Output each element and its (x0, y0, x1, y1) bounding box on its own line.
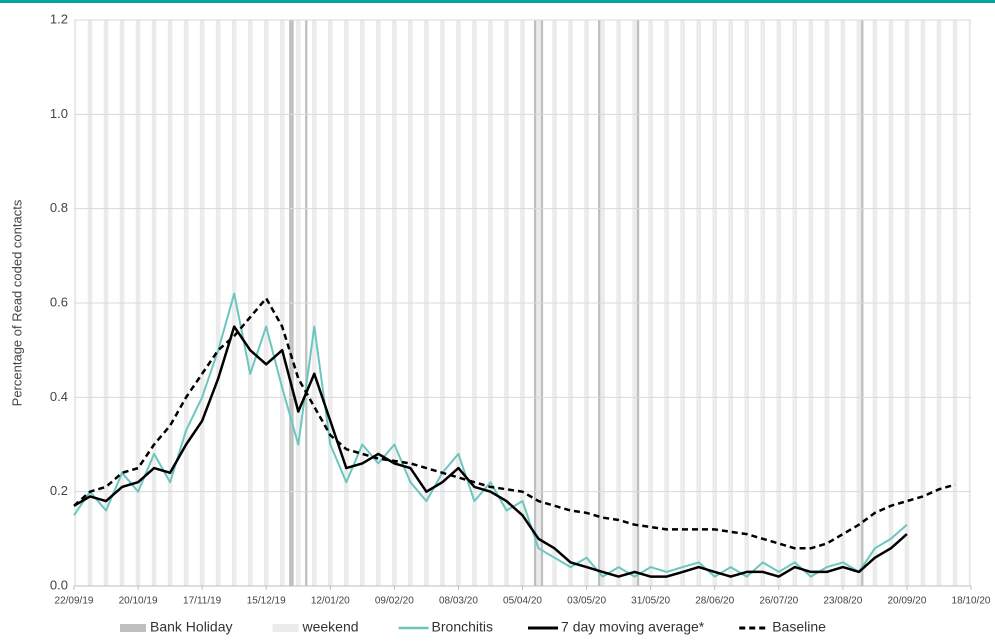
series-line (73, 297, 956, 550)
x-tick-label: 18/10/20 (952, 596, 991, 607)
legend-label: Bank Holiday (150, 619, 233, 635)
series-line (73, 325, 908, 578)
y-tick-label: 0.2 (50, 483, 68, 498)
x-tick-label: 26/07/20 (759, 596, 798, 607)
y-axis-label: Percentage of Read coded contacts (9, 199, 24, 406)
legend-swatch (272, 624, 299, 632)
legend-label: weekend (302, 619, 359, 635)
legend-label: 7 day moving average* (561, 619, 705, 635)
x-tick-label: 31/05/20 (631, 596, 670, 607)
x-tick-label: 20/09/20 (887, 596, 926, 607)
legend-swatch (120, 624, 146, 632)
x-tick-label: 15/12/19 (247, 596, 286, 607)
y-tick-label: 0.6 (50, 294, 68, 309)
x-tick-label: 17/11/19 (183, 596, 222, 607)
x-tick-label: 23/08/20 (823, 596, 862, 607)
x-tick-label: 28/06/20 (695, 596, 734, 607)
y-tick-label: 0.8 (50, 200, 68, 215)
x-tick-label: 03/05/20 (567, 596, 606, 607)
x-tick-label: 20/10/19 (119, 596, 158, 607)
legend-label: Bronchitis (432, 619, 493, 635)
x-tick-label: 09/02/20 (375, 596, 414, 607)
x-tick-label: 08/03/20 (439, 596, 478, 607)
legend-label: Baseline (772, 619, 826, 635)
header-bar (0, 0, 995, 3)
x-tick-label: 05/04/20 (503, 596, 542, 607)
y-tick-label: 1.0 (50, 106, 68, 121)
x-tick-label: 22/09/19 (55, 596, 94, 607)
y-tick-label: 0.0 (50, 577, 68, 592)
y-tick-label: 0.4 (50, 389, 68, 404)
y-tick-label: 1.2 (50, 11, 68, 26)
series-line (73, 292, 908, 578)
x-tick-label: 12/01/20 (311, 596, 350, 607)
